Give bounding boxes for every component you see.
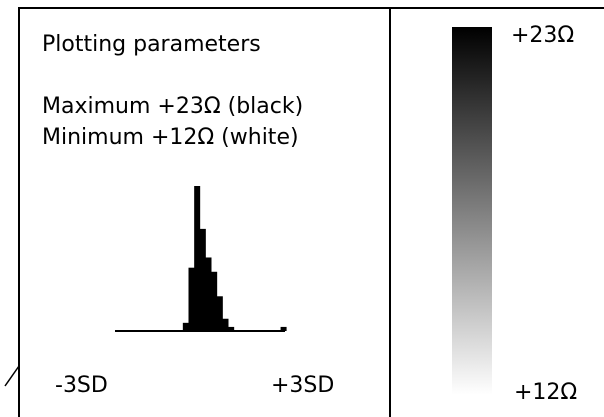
panel-divider — [389, 7, 391, 417]
histogram-bar — [222, 318, 229, 331]
left-border — [18, 7, 20, 417]
histogram-bar — [199, 228, 206, 331]
parameters-heading: Plotting parameters — [42, 32, 261, 57]
scale-top-label: +23Ω — [511, 23, 575, 48]
histogram-bar — [216, 296, 223, 331]
left-edge-stub — [4, 365, 20, 387]
maximum-parameter: Maximum +23Ω (black) — [42, 94, 304, 119]
histogram-bar — [280, 326, 287, 331]
histogram-bar — [188, 267, 195, 331]
minimum-parameter: Minimum +12Ω (white) — [42, 125, 299, 150]
axis-right-label: +3SD — [271, 373, 335, 398]
histogram-bar — [182, 322, 189, 331]
histogram-bar — [194, 186, 201, 331]
scale-bottom-label: +12Ω — [514, 380, 578, 405]
histogram-bar — [211, 271, 218, 331]
histogram-bar — [205, 257, 212, 331]
top-border — [18, 7, 604, 9]
distribution-histogram — [115, 186, 287, 332]
axis-left-label: -3SD — [55, 373, 108, 398]
histogram-bar — [228, 326, 235, 331]
colour-scale-bar — [452, 27, 492, 395]
